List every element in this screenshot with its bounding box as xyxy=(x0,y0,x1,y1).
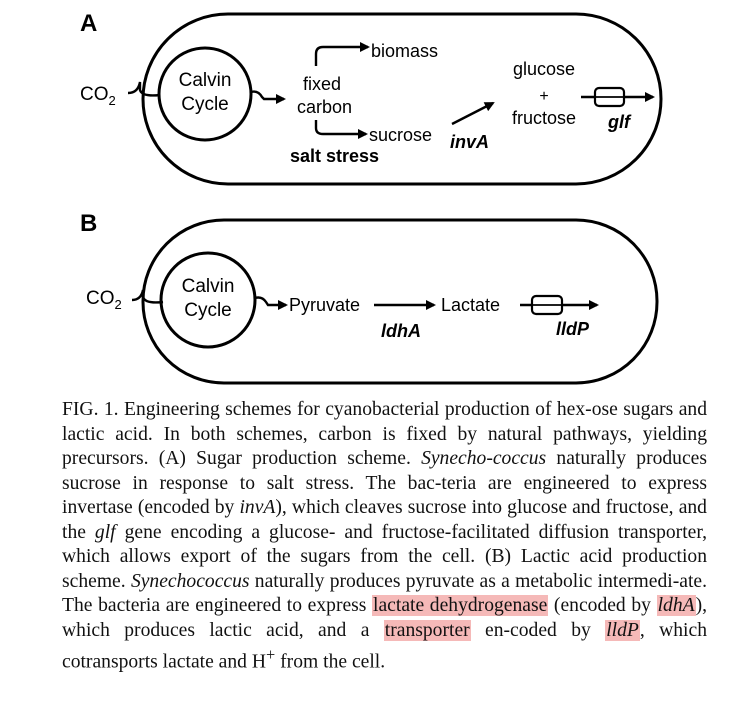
calvin-label-line2-b: Cycle xyxy=(184,300,232,321)
caption-italic-synechococcus: Synecho-coccus xyxy=(421,448,547,469)
figure-caption: FIG. 1. Engineering schemes for cyanobac… xyxy=(62,398,707,675)
calvin-label-line1-b: Calvin xyxy=(182,276,235,297)
caption-italic-glf: glf xyxy=(94,521,116,543)
fructose-label: fructose xyxy=(512,108,576,128)
fixed-carbon-line1: fixed xyxy=(303,74,341,94)
co2-label-a: CO2 xyxy=(80,84,116,108)
co2-uptake-line-a xyxy=(127,81,161,97)
plus-sign: + xyxy=(539,88,548,105)
caption-text: FIG. 1. Engineering schemes for cyanobac… xyxy=(62,399,707,469)
lldp-label: lldP xyxy=(556,319,590,339)
caption-italic-synechococcus: Synechococcus xyxy=(130,570,250,592)
arrow-to-sucrose xyxy=(314,120,369,140)
calvin-label-line2-a: Cycle xyxy=(181,94,229,115)
highlight-lldp: lldP xyxy=(605,619,640,641)
caption-text: naturally produces sucrose in response t… xyxy=(62,448,707,518)
co2-uptake-line-b xyxy=(131,289,164,304)
panel-a: A CO2 Calvin Cycle fixed carbon biomass … xyxy=(80,10,663,186)
caption-italic-inva: invA xyxy=(239,497,276,518)
highlight-lactate-dehydrogenase: lactate dehydrogenase xyxy=(372,595,549,616)
caption-text: en-coded by xyxy=(470,619,606,641)
caption-superscript-plus: + xyxy=(266,645,276,664)
panel-b-letter: B xyxy=(80,210,97,237)
panel-b: B CO2 Calvin Cycle Pyruvate ldhA Lactate… xyxy=(80,210,659,385)
co2-label-b: CO2 xyxy=(86,288,122,312)
caption-text: (encoded by xyxy=(548,595,657,616)
lactate-label: Lactate xyxy=(441,295,500,315)
sucrose-label: sucrose xyxy=(369,125,432,145)
glucose-label: glucose xyxy=(513,59,575,79)
inva-label: invA xyxy=(450,132,489,152)
caption-text: gene encoding a glucose- and fructose-fa… xyxy=(62,521,707,592)
caption-text: ), which cleaves sucrose into glucose an… xyxy=(62,497,707,543)
calvin-cycle-circle-a xyxy=(157,46,253,142)
caption-text: ), which produces lactic acid, and a xyxy=(62,595,708,641)
arrow-sucrose-to-glucose-fructose xyxy=(451,101,495,126)
arrow-to-biomass xyxy=(314,41,371,66)
biomass-label: biomass xyxy=(371,41,438,61)
caption-text: from the cell. xyxy=(275,651,386,673)
cell-outline-a xyxy=(141,12,663,186)
highlight-transporter: transporter xyxy=(383,619,471,641)
caption-text: naturally produces pyruvate as a metabol… xyxy=(62,570,707,617)
panel-a-letter: A xyxy=(80,10,97,37)
ldha-label: ldhA xyxy=(381,321,421,341)
fixed-carbon-line2: carbon xyxy=(297,97,352,117)
arrow-calvin-to-fixed-carbon xyxy=(250,90,287,105)
highlight-ldha: ldhA xyxy=(656,595,696,616)
arrow-calvin-to-pyruvate xyxy=(254,296,289,311)
glf-label: glf xyxy=(607,112,632,132)
calvin-label-line1-a: Calvin xyxy=(179,70,232,91)
cell-outline-b xyxy=(141,218,659,385)
figure-diagram: A CO2 Calvin Cycle fixed carbon biomass … xyxy=(80,10,663,385)
caption-text: , which cotransports lactate and H xyxy=(62,619,707,673)
pyruvate-label: Pyruvate xyxy=(289,295,360,315)
calvin-cycle-circle-b xyxy=(159,251,257,349)
salt-stress-label: salt stress xyxy=(290,146,379,166)
